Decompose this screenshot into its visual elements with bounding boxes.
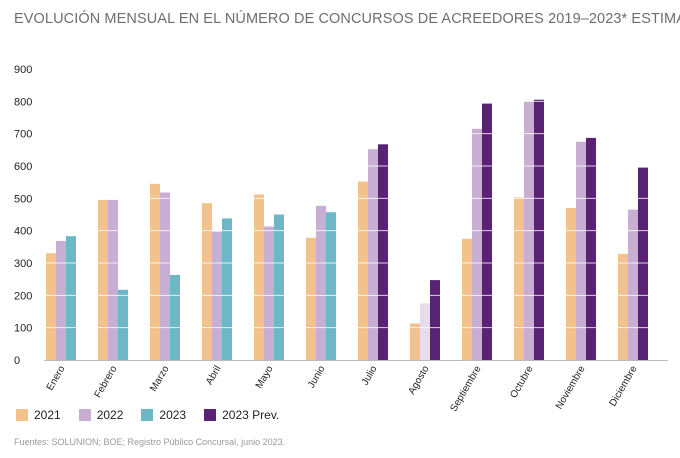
legend-label: 2023 (159, 408, 187, 422)
x-tick-label: Diciembre (608, 364, 640, 409)
bar-2022-noviembre (576, 141, 586, 361)
y-tick-label: 300 (14, 258, 32, 270)
legend-label: 2023 Prev. (222, 408, 280, 422)
bar-2023-prev-noviembre (586, 137, 596, 360)
y-tick-label: 600 (14, 161, 32, 173)
bar-2023-enero (66, 236, 76, 360)
bar-2021-septiembre (462, 238, 472, 361)
x-tick-label: Agosto (407, 364, 432, 397)
legend: 2021 2022 2023 2023 Prev. (16, 406, 297, 424)
bar-2023-febrero (118, 289, 128, 360)
bar-2023-prev-agosto (430, 280, 440, 360)
x-tick-label: Octubre (508, 364, 536, 401)
legend-item: 2021 (16, 408, 61, 422)
bar-2022-septiembre (472, 128, 482, 360)
y-tick-label: 500 (14, 193, 32, 205)
bar-2021-octubre (514, 197, 524, 360)
x-tick-label: Junio (306, 364, 328, 391)
legend-swatch (204, 409, 217, 421)
bar-2023-prev-diciembre (638, 167, 648, 360)
legend-swatch (141, 409, 154, 421)
legend-label: 2022 (96, 408, 124, 422)
legend-swatch (16, 409, 28, 421)
bar-2023-prev-octubre (534, 99, 544, 360)
bar-2022-agosto (420, 303, 430, 360)
legend-item: 2022 (78, 408, 124, 422)
y-tick-label: 800 (14, 96, 32, 108)
bar-2022-julio (368, 149, 378, 360)
bar-2021-junio (306, 237, 316, 360)
legend-swatch (78, 409, 91, 421)
legend-item: 2023 Prev. (204, 408, 279, 422)
bar-2023-abril (222, 218, 232, 360)
bar-2023-mayo (274, 214, 284, 360)
y-tick-label: 0 (14, 355, 20, 367)
bar-2021-julio (358, 181, 368, 360)
x-tick-label: Mayo (254, 364, 276, 391)
source-note: Fuentes: SOLUNION; BOE; Registro Público… (14, 437, 286, 447)
y-tick-label: 100 (14, 323, 32, 335)
bar-2022-febrero (108, 199, 118, 360)
bar-2021-mayo (254, 194, 264, 360)
bar-2021-marzo (150, 183, 160, 360)
bar-2021-agosto (410, 323, 420, 360)
bar-2022-junio (316, 205, 326, 360)
legend-label: 2021 (34, 408, 61, 422)
y-tick-label: 700 (14, 129, 32, 141)
chart-title: EVOLUCIÓN MENSUAL EN EL NÚMERO DE CONCUR… (14, 11, 680, 27)
y-tick-label: 200 (14, 290, 32, 302)
x-tick-label: Enero (45, 364, 68, 393)
bar-2021-febrero (98, 199, 108, 360)
y-tick-label: 900 (14, 64, 32, 76)
legend-item: 2023 (141, 408, 186, 422)
x-tick-label: Noviembre (554, 364, 588, 412)
bar-2022-enero (56, 241, 66, 360)
bar-2022-mayo (264, 226, 274, 360)
bar-2023-junio (326, 212, 336, 360)
x-tick-label: Julio (360, 364, 380, 388)
x-tick-label: Abril (204, 364, 224, 387)
bar-2021-diciembre (618, 253, 628, 360)
bar-2023-marzo (170, 275, 180, 360)
bar-2022-diciembre (628, 209, 638, 360)
bar-2021-noviembre (566, 208, 576, 360)
bar-2022-marzo (160, 192, 170, 360)
bar-2021-enero (46, 253, 56, 360)
y-tick-label: 400 (14, 226, 32, 238)
bar-2021-abril (202, 203, 212, 360)
bar-2023-prev-julio (378, 144, 388, 360)
x-tick-label: Febrero (93, 364, 120, 400)
x-tick-label: Septiembre (449, 364, 484, 414)
x-tick-label: Marzo (148, 364, 172, 394)
bar-2023-prev-septiembre (482, 103, 492, 360)
